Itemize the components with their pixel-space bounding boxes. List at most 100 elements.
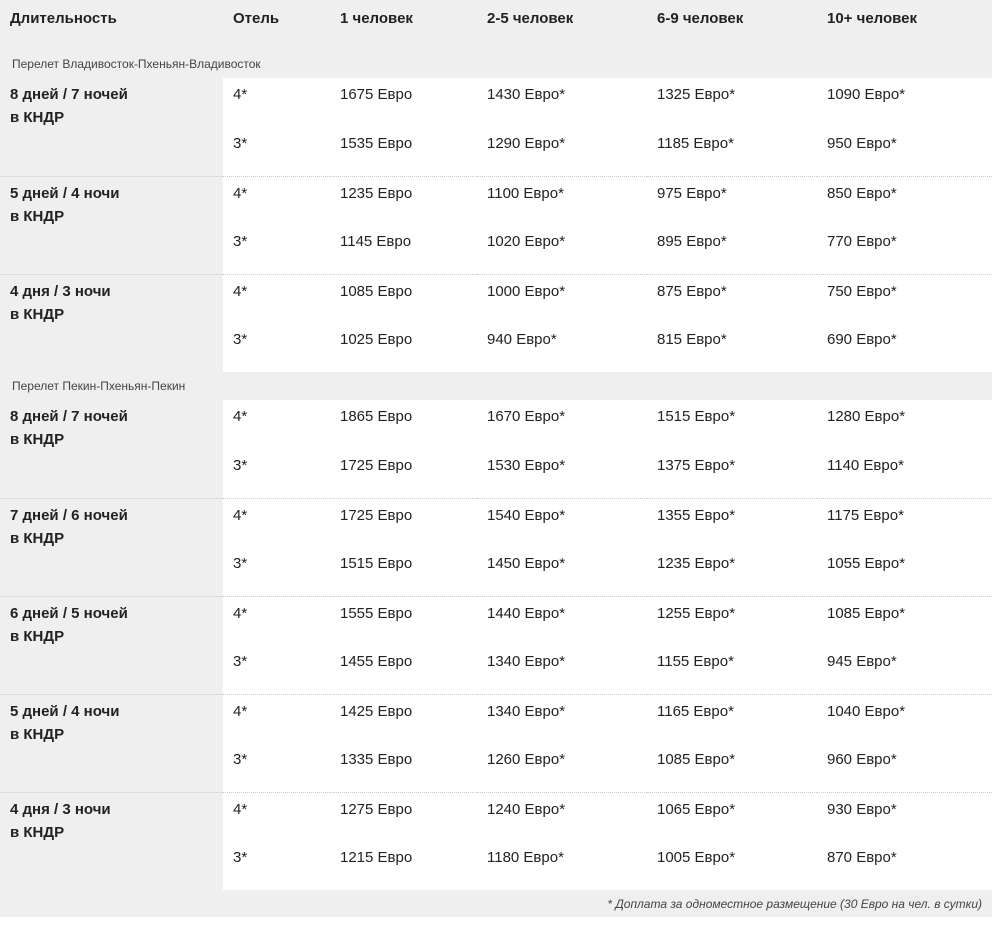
duration-label: в КНДР	[10, 109, 65, 126]
hotel-cell: 3*	[233, 331, 248, 348]
hotel-cell: 4*	[233, 408, 248, 425]
header-hotel: Отель	[223, 0, 330, 50]
hotel-cell: 3*	[233, 849, 248, 866]
duration-cell: 6 дней / 5 ночей в КНДР	[0, 595, 223, 694]
duration-cell: 5 дней / 4 ночи в КНДР	[0, 175, 223, 274]
price-10-plus-cell: 1055 Евро*	[827, 555, 906, 572]
price-1-person-cell: 1455 Евро	[340, 653, 413, 670]
price-2-5-cell: 1440 Евро*	[477, 595, 647, 645]
duration-label: 6 дней / 5 ночей	[10, 604, 128, 622]
duration-label: 5 дней / 4 ночи	[10, 184, 120, 202]
duration-label: 7 дней / 6 ночей	[10, 506, 128, 524]
price-10-plus-cell: 1280 Евро*	[827, 408, 906, 425]
duration-cell: 5 дней / 4 ночи в КНДР	[0, 693, 223, 792]
price-6-9-cell: 895 Евро*	[657, 233, 727, 250]
header-10-plus-persons: 10+ человек	[817, 0, 992, 50]
price-2-5-cell: 1430 Евро*	[487, 86, 566, 103]
table-row: 8 дней / 7 ночей в КНДР 4* 1865 Евро 1670 Ев…	[0, 400, 992, 498]
footnote: * Доплата за одноместное размещение (30 …	[0, 890, 992, 917]
duration-label: 4 дня / 3 ночи	[10, 282, 111, 300]
hotel-cell: 4*	[223, 595, 330, 645]
duration-cell: 4 дня / 3 ночи в КНДР	[0, 791, 223, 890]
price-1-person-cell: 1235 Евро	[330, 175, 477, 225]
price-6-9-cell: 1185 Евро*	[657, 135, 734, 152]
table-row: 3* 1215 Евро 1180 Евро* 1005 Евро* 870 Евро*	[0, 841, 992, 890]
hotel-cell: 3*	[233, 653, 248, 670]
footnote-row: * Доплата за одноместное размещение (30 …	[0, 890, 992, 917]
price-2-5-cell: 1340 Евро*	[487, 653, 566, 670]
price-2-5-cell: 1450 Евро*	[487, 555, 566, 572]
duration-cell: 7 дней / 6 ночей в КНДР	[0, 497, 223, 596]
duration-cell: 8 дней / 7 ночей в КНДР	[0, 78, 223, 176]
duration-label: 5 дней / 4 ночи	[10, 702, 120, 720]
price-2-5-cell: 1020 Евро*	[487, 233, 566, 250]
price-10-plus-cell: 945 Евро*	[827, 653, 897, 670]
duration-cell: 8 дней / 7 ночей в КНДР	[0, 400, 223, 498]
section-row: Перелет Пекин-Пхеньян-Пекин	[0, 372, 992, 400]
price-1-person-cell: 1145 Евро	[340, 233, 412, 250]
price-6-9-cell: 1325 Евро*	[657, 86, 736, 103]
hotel-cell: 3*	[233, 555, 248, 572]
duration-label: в КНДР	[10, 431, 65, 448]
price-2-5-cell: 1540 Евро*	[477, 497, 647, 547]
header-row: Длительность Отель 1 человек 2-5 человек…	[0, 0, 992, 50]
price-6-9-cell: 815 Евро*	[657, 331, 727, 348]
table-row: 8 дней / 7 ночей в КНДР 4* 1675 Евро 1430 Ев…	[0, 78, 992, 176]
price-1-person-cell: 1515 Евро	[340, 555, 413, 572]
header-1-person: 1 человек	[330, 0, 477, 50]
hotel-cell: 4*	[223, 693, 330, 743]
price-1-person-cell: 1675 Евро	[340, 86, 413, 103]
duration-label: в КНДР	[10, 207, 65, 225]
price-2-5-cell: 1000 Евро*	[477, 273, 647, 323]
price-1-person-cell: 1555 Евро	[330, 595, 477, 645]
price-2-5-cell: 1290 Евро*	[487, 135, 566, 152]
price-1-person-cell: 1215 Евро	[340, 849, 413, 866]
table-row: 5 дней / 4 ночи в КНДР 4* 1425 Евро 1340 Евр…	[0, 693, 992, 792]
price-6-9-cell: 1355 Евро*	[647, 497, 817, 547]
price-10-plus-cell: 870 Евро*	[827, 849, 897, 866]
price-1-person-cell: 1535 Евро	[340, 135, 413, 152]
table-row: 7 дней / 6 ночей в КНДР 4* 1725 Евро 1540 Ев…	[0, 497, 992, 596]
table-row: 3* 1335 Евро 1260 Евро* 1085 Евро* 960 Евро*	[0, 743, 992, 792]
duration-label: 8 дней / 7 ночей	[10, 86, 128, 103]
price-2-5-cell: 940 Евро*	[487, 331, 557, 348]
hotel-cell: 3*	[233, 751, 248, 768]
duration-label: в КНДР	[10, 305, 65, 323]
section-title: Перелет Пекин-Пхеньян-Пекин	[0, 372, 992, 400]
duration-label: 4 дня / 3 ночи	[10, 800, 111, 818]
duration-label: 8 дней / 7 ночей	[10, 408, 128, 425]
price-1-person-cell: 1085 Евро	[330, 273, 477, 323]
price-6-9-cell: 1255 Евро*	[647, 595, 817, 645]
price-6-9-cell: 975 Евро*	[647, 175, 817, 225]
hotel-cell: 3*	[233, 135, 248, 152]
price-10-plus-cell: 850 Евро*	[817, 175, 992, 225]
duration-label: в КНДР	[10, 529, 65, 547]
duration-label: в КНДР	[10, 823, 65, 841]
price-6-9-cell: 1235 Евро*	[657, 555, 736, 572]
price-1-person-cell: 1335 Евро	[340, 751, 413, 768]
price-2-5-cell: 1260 Евро*	[487, 751, 566, 768]
price-1-person-cell: 1425 Евро	[330, 693, 477, 743]
price-10-plus-cell: 750 Евро*	[817, 273, 992, 323]
price-10-plus-cell: 1175 Евро*	[817, 497, 992, 547]
price-10-plus-cell: 690 Евро*	[827, 331, 897, 348]
price-2-5-cell: 1240 Евро*	[477, 791, 647, 841]
hotel-cell: 4*	[223, 497, 330, 547]
table-row: 3* 1025 Евро 940 Евро* 815 Евро* 690 Евро*	[0, 323, 992, 372]
price-10-plus-cell: 1085 Евро*	[817, 595, 992, 645]
price-2-5-cell: 1670 Евро*	[487, 408, 566, 425]
table-row: 5 дней / 4 ночи в КНДР 4* 1235 Евро 1100 Евр…	[0, 175, 992, 274]
price-2-5-cell: 1100 Евро*	[477, 175, 647, 225]
section-title: Перелет Владивосток-Пхеньян-Владивосток	[0, 50, 992, 78]
price-1-person-cell: 1025 Евро	[340, 331, 413, 348]
hotel-cell: 3*	[233, 457, 248, 474]
hotel-cell: 4*	[233, 86, 248, 103]
price-10-plus-cell: 770 Евро*	[827, 233, 897, 250]
header-6-9-persons: 6-9 человек	[647, 0, 817, 50]
price-1-person-cell: 1725 Евро	[330, 497, 477, 547]
price-1-person-cell: 1865 Евро	[340, 408, 413, 425]
price-2-5-cell: 1530 Евро*	[487, 457, 566, 474]
price-6-9-cell: 1085 Евро*	[657, 751, 736, 768]
